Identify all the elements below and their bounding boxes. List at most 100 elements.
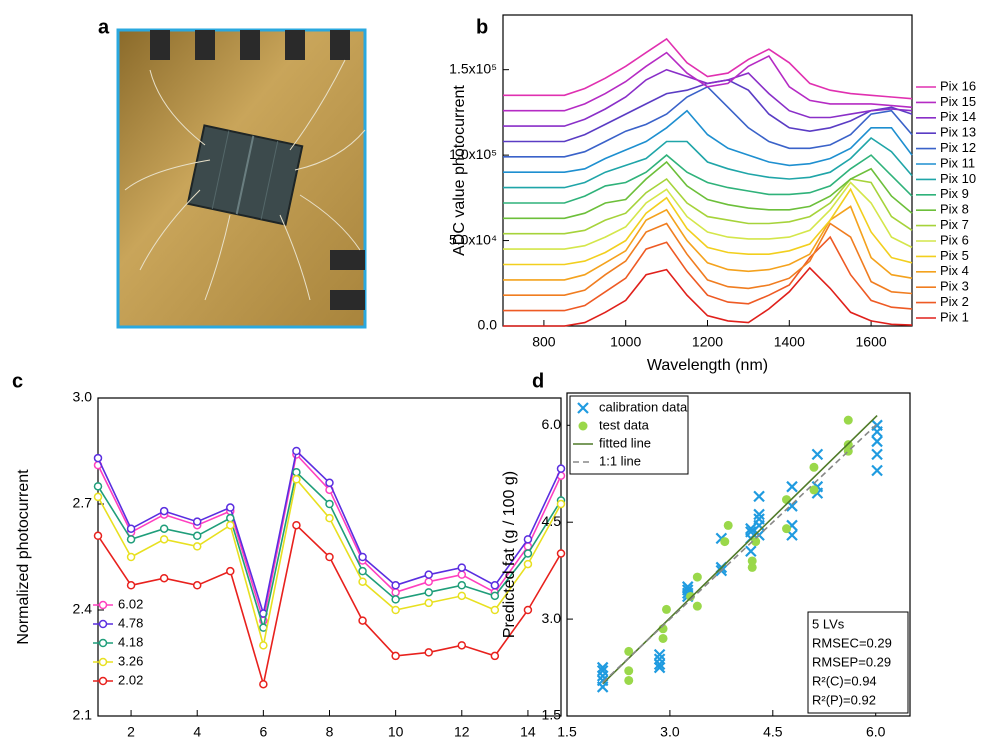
point [624, 666, 634, 676]
point [681, 581, 694, 593]
legend-key [98, 619, 108, 629]
point [782, 524, 792, 534]
line [503, 205, 913, 281]
legend-label: Pix 7 [940, 217, 969, 232]
point [457, 581, 467, 590]
point [745, 522, 757, 535]
point [93, 531, 103, 541]
point [325, 552, 334, 562]
x-tick-label: 10 [388, 724, 404, 740]
x-tick-label: 6.0 [866, 724, 886, 740]
point [226, 566, 235, 576]
x-tick-label: 1000 [610, 334, 641, 350]
legend-label: Pix 11 [940, 155, 975, 170]
annotation: RMSEC=0.29 [812, 635, 892, 650]
point [753, 508, 765, 521]
legend-label: 6.02 [118, 596, 143, 611]
x-tick-label: 6 [259, 724, 267, 740]
line [97, 449, 562, 614]
y-tick-label: 2.7 [73, 495, 93, 511]
legend-label: 1:1 line [599, 453, 641, 468]
legend-key [577, 402, 589, 414]
legend-label: 3.26 [118, 653, 143, 668]
point [325, 513, 334, 523]
y-tick-label: 2.4 [73, 601, 93, 617]
legend-frame [569, 395, 689, 475]
point [753, 490, 765, 503]
point [782, 495, 792, 505]
point [226, 513, 235, 523]
photo [116, 28, 367, 329]
point [658, 633, 668, 643]
x-tick-label: 8 [326, 724, 334, 740]
legend-label: Pix 8 [940, 202, 969, 217]
point [192, 531, 202, 541]
x-tick-label: 1600 [856, 334, 887, 350]
x-tick-label: 4.5 [763, 724, 783, 740]
y-tick-label: 4.5 [542, 513, 562, 529]
point [624, 646, 634, 656]
panel-label: c [12, 370, 23, 392]
point [226, 520, 235, 530]
legend-label: 4.78 [118, 615, 143, 630]
point [292, 520, 301, 530]
point [192, 542, 202, 551]
legend-label: Pix 12 [940, 140, 976, 155]
x-tick-label: 14 [520, 724, 536, 740]
line [97, 470, 562, 628]
legend-key [98, 638, 108, 648]
point [523, 605, 533, 615]
legend-label: Pix 10 [940, 171, 976, 186]
annotation: RMSEP=0.29 [812, 654, 891, 669]
legend-label: Pix 4 [940, 263, 969, 278]
point [159, 573, 169, 583]
x-tick-label: 12 [454, 724, 470, 740]
point [457, 591, 467, 601]
line [503, 37, 913, 100]
legend-label: 2.02 [118, 672, 143, 687]
point [457, 641, 467, 650]
point [292, 446, 301, 456]
point [93, 453, 103, 463]
point [556, 499, 566, 509]
legend-key [98, 657, 108, 667]
line [503, 154, 913, 204]
x-tick-label: 4 [193, 724, 201, 740]
legend-label: 4.18 [118, 634, 143, 649]
line [503, 266, 913, 327]
panel-label: b [476, 16, 488, 38]
point [424, 648, 433, 657]
line [503, 222, 913, 296]
point [720, 537, 730, 547]
legend-label: Pix 14 [940, 109, 976, 124]
point [292, 475, 301, 484]
point [661, 604, 671, 614]
point [692, 601, 702, 611]
legend-label: calibration data [599, 399, 688, 414]
legend-label: Pix 2 [940, 294, 969, 309]
panel-label: d [532, 370, 544, 392]
point [809, 485, 819, 495]
point [843, 415, 853, 425]
point [159, 535, 169, 544]
point [653, 661, 666, 674]
point [126, 535, 136, 544]
y-tick-label: 5.0x10⁴ [449, 231, 497, 247]
point [159, 524, 169, 533]
point [809, 462, 819, 472]
point [490, 605, 500, 615]
point [596, 661, 609, 674]
legend-label: Pix 16 [940, 78, 976, 93]
point [523, 559, 533, 569]
line [602, 423, 878, 683]
point [624, 675, 634, 685]
point [126, 581, 136, 590]
point [259, 679, 268, 689]
line [97, 523, 562, 685]
panel-label: a [98, 16, 110, 38]
point [786, 480, 798, 493]
y-tick-label: 3.0 [73, 389, 93, 405]
point [358, 616, 367, 625]
plot-frame [566, 392, 911, 717]
